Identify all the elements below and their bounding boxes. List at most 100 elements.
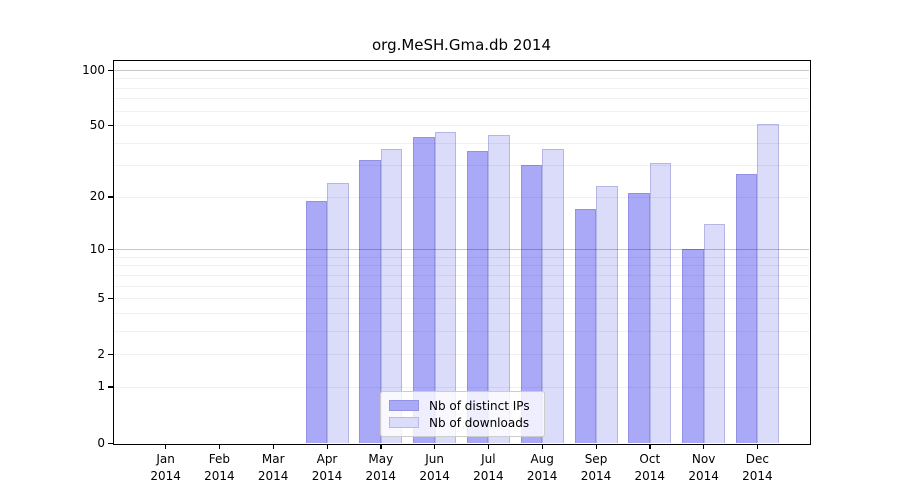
bar-downloads-dec <box>757 123 779 443</box>
bar-distinct-ips-jun <box>413 137 435 443</box>
legend-label-distinct-ips: Nb of distinct IPs <box>429 398 530 413</box>
x-tick-label-line: 2014 <box>688 469 719 483</box>
x-tick-label: Nov 2014 <box>674 451 734 485</box>
x-tick-label: May 2014 <box>351 451 411 485</box>
y-tick-label: 50 <box>89 117 105 132</box>
legend-swatch-distinct-ips <box>389 400 419 411</box>
x-tick-label-line: Mar <box>261 452 285 466</box>
chart-title: org.MeSH.Gma.db 2014 <box>371 36 552 54</box>
x-tick-label-line: Jan <box>156 452 175 466</box>
bar-distinct-ips-nov <box>682 249 704 443</box>
x-tick-label-line: 2014 <box>150 469 181 483</box>
x-tick-label: Feb 2014 <box>189 451 249 485</box>
x-tick-label-line: 2014 <box>419 469 450 483</box>
x-tick-label-line: 2014 <box>526 469 558 483</box>
x-tick-label-line: Feb <box>208 452 231 466</box>
x-tick-label: Apr 2014 <box>297 451 357 485</box>
x-tick-label: Jun 2014 <box>405 451 465 485</box>
gridline-minor <box>114 78 809 80</box>
legend-entry-distinct-ips: Nb of distinct IPs <box>389 398 536 413</box>
x-tick-mark <box>272 444 274 450</box>
y-tick-mark <box>108 386 113 388</box>
x-tick-mark <box>649 444 651 450</box>
bar-distinct-ips-oct <box>628 193 650 443</box>
bar-downloads-aug <box>542 149 564 443</box>
x-tick-mark <box>487 444 490 450</box>
y-tick-mark <box>108 69 113 71</box>
x-tick-label-line: Nov <box>691 452 716 466</box>
y-tick-label: 20 <box>89 189 105 204</box>
legend-label-downloads: Nb of downloads <box>429 415 530 430</box>
gridline-minor <box>114 196 809 198</box>
bar-downloads-jul <box>488 135 510 443</box>
y-tick-label: 5 <box>97 290 105 305</box>
y-tick-mark <box>108 353 113 355</box>
x-tick-label-line: Jul <box>481 452 496 466</box>
legend-entry-downloads: Nb of downloads <box>389 415 536 430</box>
x-tick-label-line: 2014 <box>311 469 343 483</box>
x-tick-label-line: May <box>368 452 394 466</box>
bar-distinct-ips-dec <box>735 173 758 443</box>
bar-downloads-sep <box>596 186 618 443</box>
y-tick-mark <box>108 297 113 299</box>
bar-downloads-nov <box>703 224 726 443</box>
x-tick-label-line: 2014 <box>473 469 504 483</box>
x-tick-label-line: Aug <box>530 452 554 466</box>
gridline-major <box>114 70 809 71</box>
x-tick-label-line: Apr <box>316 452 338 466</box>
x-tick-mark <box>165 444 167 450</box>
x-tick-mark <box>380 444 382 450</box>
bar-downloads-may <box>380 149 403 443</box>
y-tick-label: 1 <box>97 379 105 394</box>
gridline-minor <box>114 87 809 89</box>
x-tick-label: Jan 2014 <box>136 451 196 485</box>
legend: Nb of distinct IPs Nb of downloads <box>380 391 545 437</box>
x-tick-mark <box>595 444 597 450</box>
x-tick-label-line: 2014 <box>365 469 397 483</box>
gridline-minor <box>114 165 809 167</box>
y-tick-mark <box>108 196 113 198</box>
y-tick-label: 10 <box>89 241 105 256</box>
y-tick-label: 2 <box>97 346 105 361</box>
x-tick-label-line: 2014 <box>742 469 773 483</box>
x-tick-label-line: Jun <box>425 452 444 466</box>
x-tick-label: Oct 2014 <box>620 451 680 485</box>
bar-distinct-ips-may <box>359 160 381 443</box>
y-tick-label: 0 <box>97 435 105 450</box>
bar-distinct-ips-sep <box>574 209 596 443</box>
gridline-minor <box>114 98 809 100</box>
x-tick-label-line: 2014 <box>257 469 289 483</box>
x-tick-label-line: 2014 <box>634 469 666 483</box>
x-tick-label-line: 2014 <box>204 469 235 483</box>
y-tick-mark <box>108 248 113 250</box>
x-tick-mark <box>756 444 759 450</box>
x-tick-mark <box>326 444 328 450</box>
x-tick-label: Jul 2014 <box>458 451 518 485</box>
x-tick-label: Sep 2014 <box>566 451 626 485</box>
x-tick-mark <box>541 444 543 450</box>
x-tick-mark <box>434 444 436 450</box>
x-tick-label-line: Sep <box>584 452 608 466</box>
gridline-minor <box>114 142 809 144</box>
bar-distinct-ips-aug <box>520 165 543 443</box>
x-tick-label-line: Dec <box>745 452 769 466</box>
y-tick-label: 100 <box>82 62 105 77</box>
gridline-minor <box>114 110 809 112</box>
legend-swatch-downloads <box>389 417 419 428</box>
bar-downloads-oct <box>649 162 672 443</box>
bar-downloads-jun <box>434 131 457 443</box>
x-tick-mark <box>218 444 221 450</box>
y-tick-mark <box>108 124 113 127</box>
x-tick-label: Aug 2014 <box>512 451 572 485</box>
bar-downloads-apr <box>327 182 349 443</box>
x-tick-label-line: 2014 <box>580 469 612 483</box>
y-tick-mark <box>108 442 113 444</box>
x-tick-label: Dec 2014 <box>727 451 787 485</box>
x-tick-mark <box>703 444 705 450</box>
x-tick-label-line: Oct <box>639 452 661 466</box>
bar-distinct-ips-jul <box>466 151 489 443</box>
bar-distinct-ips-apr <box>305 200 327 443</box>
x-tick-label: Mar 2014 <box>243 451 303 485</box>
gridline-minor <box>114 125 809 127</box>
